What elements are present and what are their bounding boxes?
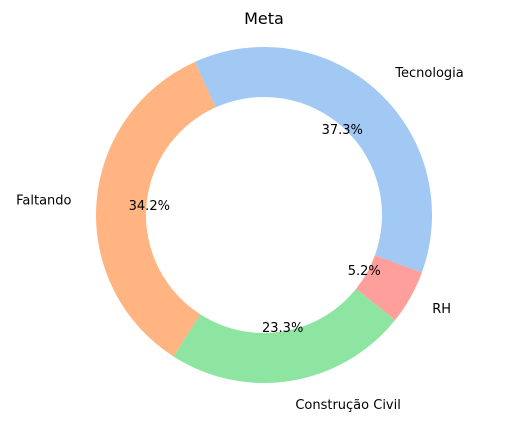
chart-title: Meta (244, 9, 284, 28)
slice-pct-rh: 5.2% (348, 264, 381, 279)
slice-rh (356, 255, 422, 321)
slices-layer (96, 46, 433, 383)
slice-faltando (96, 61, 216, 357)
slice-construcao-civil (173, 288, 396, 383)
slice-pct-faltando: 34.2% (129, 199, 170, 214)
slice-label-rh: RH (432, 302, 451, 317)
slice-label-faltando: Faltando (16, 193, 71, 208)
slice-label-construcao-civil: Construção Civil (295, 398, 401, 413)
slice-pct-tecnologia: 37.3% (322, 123, 363, 138)
slice-pct-construcao-civil: 23.3% (262, 321, 303, 336)
slice-tecnologia (194, 46, 433, 273)
labels-layer: Tecnologia 37.3% Faltando 34.2% Construção C… (16, 66, 464, 413)
slice-label-tecnologia: Tecnologia (394, 66, 463, 81)
